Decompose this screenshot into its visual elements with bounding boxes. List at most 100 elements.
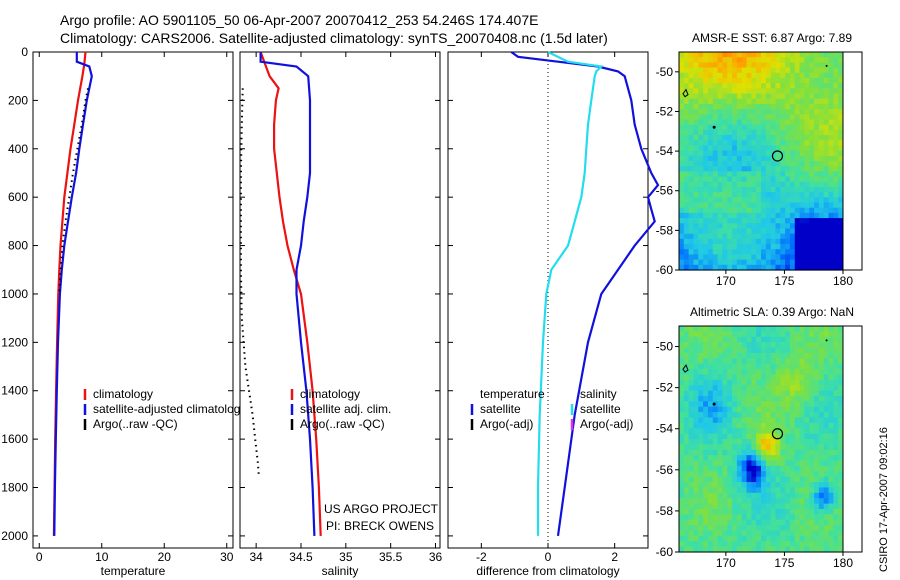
- map-cell: [833, 192, 839, 198]
- map-cell: [799, 155, 806, 162]
- map-cell: [828, 336, 834, 343]
- map-cell: [683, 482, 690, 489]
- map-cell: [838, 444, 844, 451]
- map-cell: [765, 124, 772, 131]
- map-cell: [717, 487, 724, 494]
- map-cell: [814, 77, 820, 84]
- map-cell: [698, 417, 704, 424]
- map-cell: [751, 259, 757, 266]
- map-cell: [761, 57, 767, 63]
- map-cell: [717, 406, 724, 413]
- map-cell: [741, 482, 748, 489]
- map-cell: [736, 326, 743, 332]
- map-cell: [761, 238, 767, 245]
- map-cell: [785, 444, 791, 451]
- map-cell: [732, 535, 738, 542]
- map-cell: [780, 228, 786, 235]
- series-line-argo-raw-qc-: [239, 88, 260, 476]
- map-cell: [814, 508, 820, 515]
- map-cell: [814, 385, 820, 392]
- map-cell: [679, 238, 685, 245]
- map-cell: [693, 352, 699, 359]
- map-cell: [823, 212, 830, 219]
- lat-tick-label: -58: [656, 504, 674, 518]
- map-cell: [683, 129, 690, 136]
- map-cell: [828, 465, 834, 472]
- y-tick-label: 200: [8, 93, 28, 107]
- map-cell: [717, 455, 724, 462]
- map-cell: [693, 259, 699, 266]
- map-cell: [679, 249, 685, 256]
- map-cell: [736, 422, 743, 429]
- map-cell: [828, 347, 834, 354]
- map-cell: [818, 385, 825, 392]
- map-cell: [775, 150, 781, 157]
- map-right-border: [842, 51, 863, 271]
- map-cell: [814, 254, 820, 261]
- map-cell: [804, 77, 810, 84]
- map-cell: [785, 503, 791, 510]
- map-cell: [683, 155, 690, 162]
- temperature-panel: 0 10 20 30020040060080010001200140016001800…: [1, 45, 246, 578]
- map-cell: [785, 395, 791, 402]
- map-cell: [785, 103, 791, 110]
- map-cell: [838, 192, 844, 198]
- map-cell: [823, 508, 830, 515]
- map-cell: [717, 546, 724, 553]
- map-cell: [804, 487, 810, 494]
- map-cell: [751, 374, 757, 381]
- map-cell: [770, 525, 777, 532]
- map-cell: [683, 455, 690, 462]
- map-cell: [780, 238, 786, 245]
- map-cell: [732, 197, 738, 204]
- map-cell: [732, 176, 738, 183]
- map-cell: [707, 379, 714, 386]
- map-cell: [727, 166, 733, 172]
- map-cell: [765, 347, 772, 354]
- map-cell: [794, 264, 801, 271]
- map-cell: [703, 385, 709, 392]
- map-cell: [833, 135, 839, 141]
- map-cell: [727, 449, 733, 456]
- map-cell: [761, 259, 767, 266]
- map-cell: [823, 401, 830, 408]
- map-cell: [823, 161, 830, 167]
- map-cell: [838, 525, 844, 532]
- map-cell: [809, 395, 815, 402]
- map-cell: [746, 374, 752, 381]
- map-cell: [698, 171, 704, 178]
- map-cell: [698, 519, 704, 526]
- map-cell: [765, 428, 772, 435]
- map-cell: [703, 98, 709, 105]
- map-cell: [688, 249, 695, 256]
- map-cell: [717, 228, 724, 235]
- map-cell: [741, 238, 748, 245]
- map-cell: [693, 401, 699, 408]
- map-cell: [707, 88, 714, 95]
- map-cell: [693, 244, 699, 250]
- map-cell: [828, 546, 834, 553]
- lon-tick-label: 180: [833, 556, 853, 570]
- map-cell: [756, 98, 762, 105]
- map-cell: [688, 218, 695, 224]
- map-cell: [703, 417, 709, 424]
- map-cell: [809, 264, 815, 271]
- map-cell: [679, 476, 685, 483]
- map-cell: [775, 93, 781, 100]
- map-cell: [751, 114, 757, 121]
- map-cell: [683, 186, 690, 193]
- map-cell: [765, 503, 772, 510]
- map-cell: [703, 259, 709, 266]
- map-cell: [756, 103, 762, 110]
- map-cell: [722, 109, 728, 115]
- map-cell: [761, 171, 767, 178]
- map-cell: [756, 444, 762, 451]
- map-cell: [789, 244, 796, 250]
- map-cell: [707, 254, 714, 261]
- map-cell: [707, 326, 714, 332]
- map-cell: [809, 103, 815, 110]
- map-cell: [683, 83, 690, 89]
- map-cell: [722, 417, 728, 424]
- map-cell: [717, 422, 724, 429]
- map-cell: [804, 233, 810, 240]
